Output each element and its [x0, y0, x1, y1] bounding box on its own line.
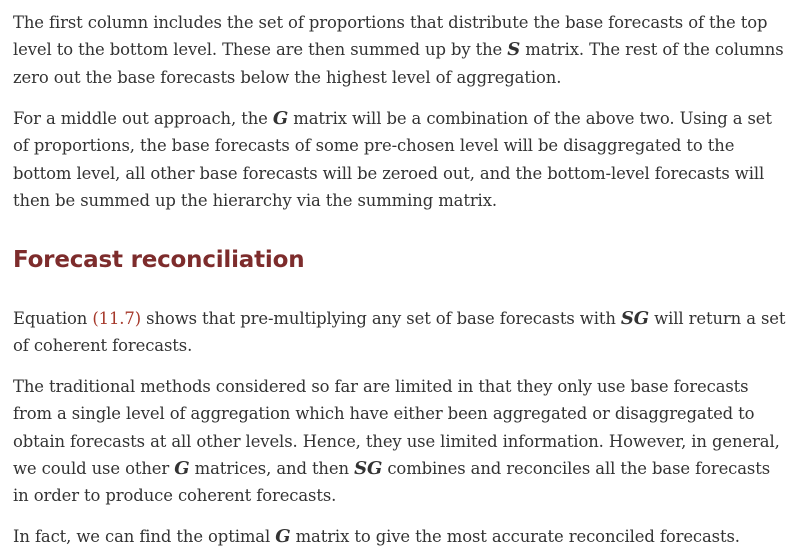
paragraph-text: will return a set of coherent forecasts. [13, 309, 786, 356]
paragraph-text: matrix will be a combination of the abov… [13, 109, 772, 210]
math-g: G [275, 526, 291, 547]
paragraph-proportions: The first column includes the set of pro… [13, 9, 788, 91]
section-heading: Forecast reconciliation [13, 247, 305, 273]
paragraph-text: shows that pre-multiplying any set of ba… [141, 309, 621, 328]
equation-link[interactable]: (11.7) [92, 309, 142, 328]
paragraph-traditional-methods: The traditional methods considered so fa… [13, 373, 788, 509]
paragraph-optimal-g: In fact, we can find the optimal G matri… [13, 523, 788, 550]
paragraph-text: matrices, and then [189, 458, 355, 478]
paragraph-text: matrix. The rest of the columns zero out… [13, 40, 784, 87]
math-g: G [272, 108, 289, 129]
paragraph-text: For a middle out approach, the [13, 109, 273, 128]
math-s: S [507, 39, 521, 61]
math-sg: SG [620, 308, 650, 329]
paragraph-text: The first column includes the set of pro… [13, 13, 768, 60]
math-sg: SG [354, 457, 383, 479]
paragraph-middle-out: For a middle out approach, the G matrix … [13, 105, 788, 214]
paragraph-text: combines and reconciles all the base for… [13, 458, 771, 506]
math-g: G [174, 457, 190, 479]
paragraph-text: Equation [13, 309, 93, 328]
paragraph-text: In fact, we can find the optimal [13, 527, 276, 546]
paragraph-text: matrix to give the most accurate reconci… [290, 527, 740, 546]
paragraph-equation: Equation (11.7) shows that pre-multiplyi… [13, 305, 788, 360]
paragraph-text: The traditional methods considered so fa… [13, 377, 780, 478]
